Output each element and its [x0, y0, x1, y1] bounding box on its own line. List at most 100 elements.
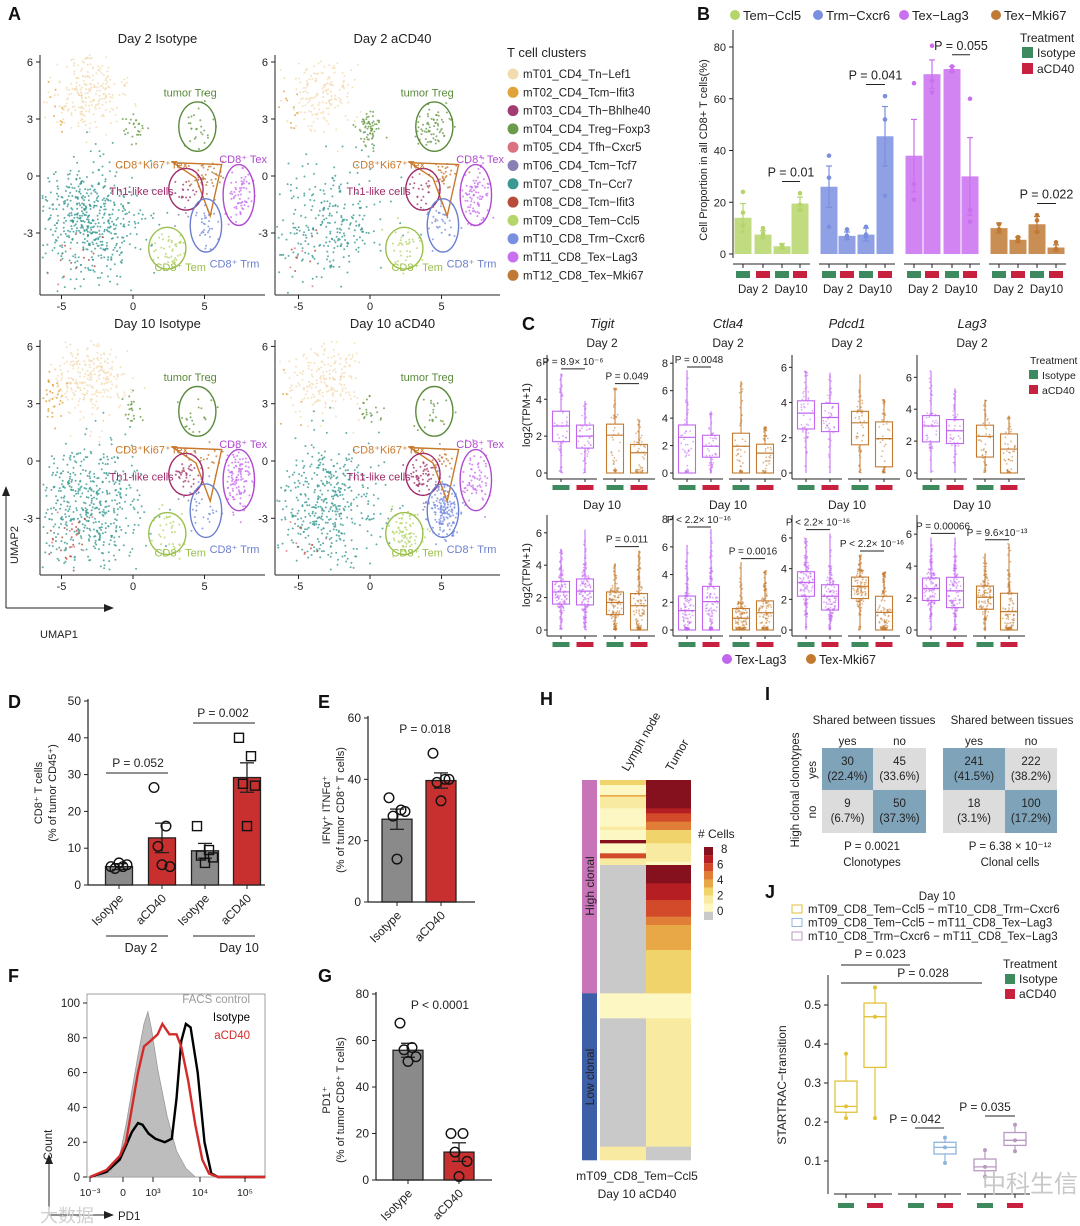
cell-point	[766, 460, 768, 462]
umap-point	[87, 490, 90, 493]
cell-point	[807, 403, 809, 405]
umap-point	[78, 84, 81, 87]
umap-point	[52, 208, 55, 211]
umap-point	[132, 122, 135, 125]
umap-point	[105, 96, 107, 99]
umap-point	[54, 171, 57, 174]
umap-point	[358, 361, 361, 364]
umap-point	[104, 88, 107, 91]
umap-point	[437, 169, 440, 171]
umap-point	[324, 83, 327, 86]
umap-point	[449, 505, 452, 508]
umap-point	[277, 544, 279, 547]
umap-point	[286, 99, 289, 102]
umap-point	[76, 383, 79, 385]
umap-point	[297, 253, 300, 256]
umap-point	[78, 531, 81, 534]
umap-point	[90, 184, 93, 187]
umap-point	[77, 256, 80, 259]
umap-point	[472, 207, 475, 210]
umap-point	[361, 239, 364, 242]
umap-point	[54, 88, 57, 91]
umap-point	[323, 65, 326, 68]
legend-item: mT03_CD4_Th−Bhlhe40	[523, 106, 651, 118]
umap-point	[305, 83, 308, 86]
umap-point	[289, 189, 292, 192]
umap-point	[303, 118, 306, 121]
umap-point	[209, 505, 212, 508]
umap-point	[434, 218, 437, 221]
umap-point	[103, 221, 105, 224]
umap-point	[115, 530, 118, 533]
umap-point	[322, 353, 325, 356]
umap-point	[317, 399, 319, 402]
umap-point	[93, 472, 96, 475]
umap-point	[438, 454, 441, 457]
umap-point	[80, 91, 83, 94]
umap-point	[60, 517, 62, 520]
umap-point	[110, 438, 113, 441]
umap-point	[90, 104, 93, 107]
umap-point	[70, 528, 73, 531]
cell-point	[712, 461, 715, 464]
cell-point	[828, 422, 831, 425]
umap-point	[66, 88, 69, 91]
umap-point	[334, 241, 337, 244]
umap-point	[296, 518, 299, 521]
umap-point	[61, 376, 64, 379]
umap-point	[325, 498, 328, 500]
umap-point	[348, 458, 350, 461]
umap-point	[418, 173, 421, 175]
legend-dot	[507, 233, 519, 245]
umap-point	[119, 492, 122, 495]
umap-point	[465, 184, 468, 187]
x-tick-label: 5	[438, 301, 444, 313]
umap-point	[98, 511, 101, 514]
umap-point	[335, 518, 338, 521]
umap-point	[50, 518, 53, 521]
umap-point	[202, 458, 205, 461]
umap-point	[100, 526, 103, 529]
umap-point	[97, 200, 99, 203]
umap-point	[66, 360, 69, 363]
legend-dot	[507, 86, 519, 98]
cell-point	[557, 443, 560, 445]
umap-point	[276, 225, 279, 228]
umap-point	[239, 502, 242, 505]
umap-point	[322, 96, 325, 99]
cell-point	[612, 462, 615, 465]
umap-point	[77, 197, 79, 200]
umap-point	[324, 182, 327, 185]
umap-point	[366, 487, 369, 489]
umap-point	[295, 385, 298, 388]
umap-point	[248, 182, 251, 185]
umap-point	[281, 508, 284, 511]
umap-point	[131, 135, 134, 138]
umap-point	[313, 96, 316, 99]
umap-point	[217, 220, 220, 223]
umap-point	[398, 532, 401, 535]
cell-point	[711, 454, 714, 456]
umap-point	[431, 250, 434, 252]
umap-point	[97, 244, 100, 247]
umap-point	[89, 559, 92, 561]
umap-point	[486, 182, 489, 185]
umap-point	[89, 434, 92, 437]
umap-point	[69, 268, 72, 271]
umap-point	[93, 373, 96, 376]
umap-point	[294, 270, 297, 272]
umap-point	[95, 379, 98, 382]
umap-point	[306, 480, 308, 483]
umap-point	[192, 482, 195, 485]
umap-point	[57, 187, 60, 190]
panel-label: F	[8, 966, 19, 986]
umap-point	[127, 202, 129, 204]
umap-point	[119, 366, 122, 369]
umap-point	[189, 140, 192, 143]
cell-point	[614, 467, 617, 470]
cell-point	[807, 432, 810, 434]
cell-point	[807, 391, 810, 393]
umap-point	[72, 543, 75, 546]
umap-point	[339, 392, 342, 395]
umap-point	[75, 267, 77, 270]
